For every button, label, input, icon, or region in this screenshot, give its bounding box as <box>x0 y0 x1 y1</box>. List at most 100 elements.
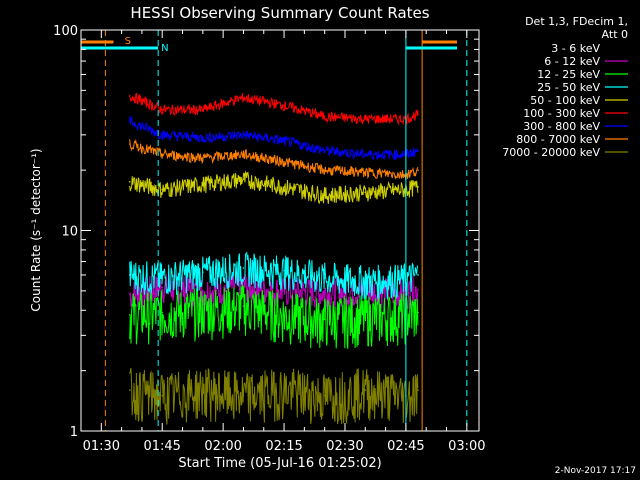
data-point <box>364 280 367 282</box>
data-point <box>364 316 367 318</box>
data-point <box>161 188 164 191</box>
legend-label: 800 - 7000 keV <box>516 133 600 146</box>
data-point <box>242 305 245 307</box>
series-line <box>129 170 419 205</box>
data-point <box>128 180 131 183</box>
y-tick-label: 1 <box>70 425 78 440</box>
series-line <box>129 138 419 180</box>
x-tick-label: 02:15 <box>265 439 302 454</box>
data-point <box>323 291 326 294</box>
series-line <box>129 92 419 126</box>
x-tick-label: 02:45 <box>387 439 424 454</box>
legend-label: 7000 - 20000 keV <box>502 146 600 159</box>
data-point <box>283 389 285 391</box>
legend-label: 25 - 50 keV <box>537 81 600 94</box>
series-7000-20000-kev <box>128 367 419 425</box>
x-tick-label: 03:00 <box>448 439 485 454</box>
series-100-300-kev <box>128 92 419 126</box>
y-tick-labels: 1 10 100 <box>53 24 78 440</box>
data-point <box>161 134 164 136</box>
series-800-7000-kev <box>128 138 419 180</box>
data-point <box>283 140 285 142</box>
data-point <box>128 94 131 97</box>
data-point <box>202 108 204 111</box>
legend-title-line: Det 1,3, FDecim 1, <box>525 15 628 28</box>
series-line <box>129 116 419 161</box>
annotation-n: N <box>161 43 168 54</box>
y-axis-label: Count Rate (s⁻¹ detector⁻¹) <box>29 148 43 311</box>
data-point <box>417 186 419 188</box>
x-tick-label: 02:30 <box>326 439 363 454</box>
data-point <box>364 191 367 194</box>
data-point <box>161 277 164 279</box>
data-point <box>323 169 326 171</box>
data-point <box>242 267 245 269</box>
plot-border <box>80 29 480 432</box>
data-point <box>161 108 164 111</box>
x-axis-label: Start Time (05-Jul-16 01:25:02) <box>178 456 381 471</box>
data-point <box>323 115 326 118</box>
data-point <box>417 113 419 116</box>
series-line <box>129 272 419 310</box>
chart-marks: SN <box>81 30 468 431</box>
data-point <box>202 271 204 273</box>
plot-frame <box>80 29 480 432</box>
data-point <box>283 290 285 292</box>
legend-label: 6 - 12 keV <box>544 55 600 68</box>
x-tick-label: 02:00 <box>204 439 241 454</box>
data-point <box>202 183 204 186</box>
data-point <box>128 274 131 276</box>
data-point <box>202 136 204 139</box>
chart-title: HESSI Observing Summary Count Rates <box>130 4 429 22</box>
y-tick-label: 10 <box>61 225 78 240</box>
legend-title-line: Att 0 <box>602 28 628 41</box>
data-point <box>242 134 245 136</box>
data-point <box>283 313 285 316</box>
data-point <box>417 169 419 171</box>
data-point <box>128 120 131 123</box>
data-point <box>323 194 326 196</box>
data-point <box>417 311 419 314</box>
data-point <box>323 318 326 321</box>
annotation-s: S <box>125 36 131 47</box>
y-tick-label: 100 <box>53 24 78 39</box>
x-tick-label: 01:30 <box>83 439 120 454</box>
data-point <box>202 290 204 292</box>
data-point <box>128 143 131 145</box>
x-tick-labels: 01:30 01:45 02:00 02:15 02:30 02:45 03:00 <box>83 439 486 454</box>
data-point <box>417 288 419 290</box>
x-tick-label: 01:45 <box>143 439 180 454</box>
footer-timestamp: 2-Nov-2017 17:17 <box>555 466 636 476</box>
legend-label: 12 - 25 keV <box>537 68 600 81</box>
data-point <box>283 104 285 107</box>
data-point <box>128 389 131 391</box>
series-line <box>129 367 419 425</box>
data-point <box>242 96 245 99</box>
data-point <box>323 277 326 279</box>
legend-label: 100 - 300 keV <box>523 107 600 120</box>
data-point <box>161 394 164 397</box>
data-point <box>202 389 204 391</box>
data-point <box>161 311 164 314</box>
legend-label: 300 - 800 keV <box>523 120 600 133</box>
data-point <box>364 389 367 391</box>
data-point <box>242 178 245 181</box>
legend-label: 50 - 100 keV <box>530 94 600 107</box>
data-point <box>242 153 245 156</box>
data-point <box>417 389 419 391</box>
data-point <box>364 153 367 156</box>
legend-label: 3 - 6 keV <box>551 42 600 55</box>
data-point <box>161 286 164 289</box>
data-point <box>283 186 285 188</box>
data-point <box>242 394 245 397</box>
data-point <box>364 118 367 120</box>
data-point <box>283 161 285 163</box>
data-point <box>128 293 131 296</box>
series-line <box>129 284 419 349</box>
data-point <box>202 309 204 312</box>
data-point <box>128 313 131 316</box>
data-point <box>202 157 204 159</box>
data-point <box>161 153 164 156</box>
